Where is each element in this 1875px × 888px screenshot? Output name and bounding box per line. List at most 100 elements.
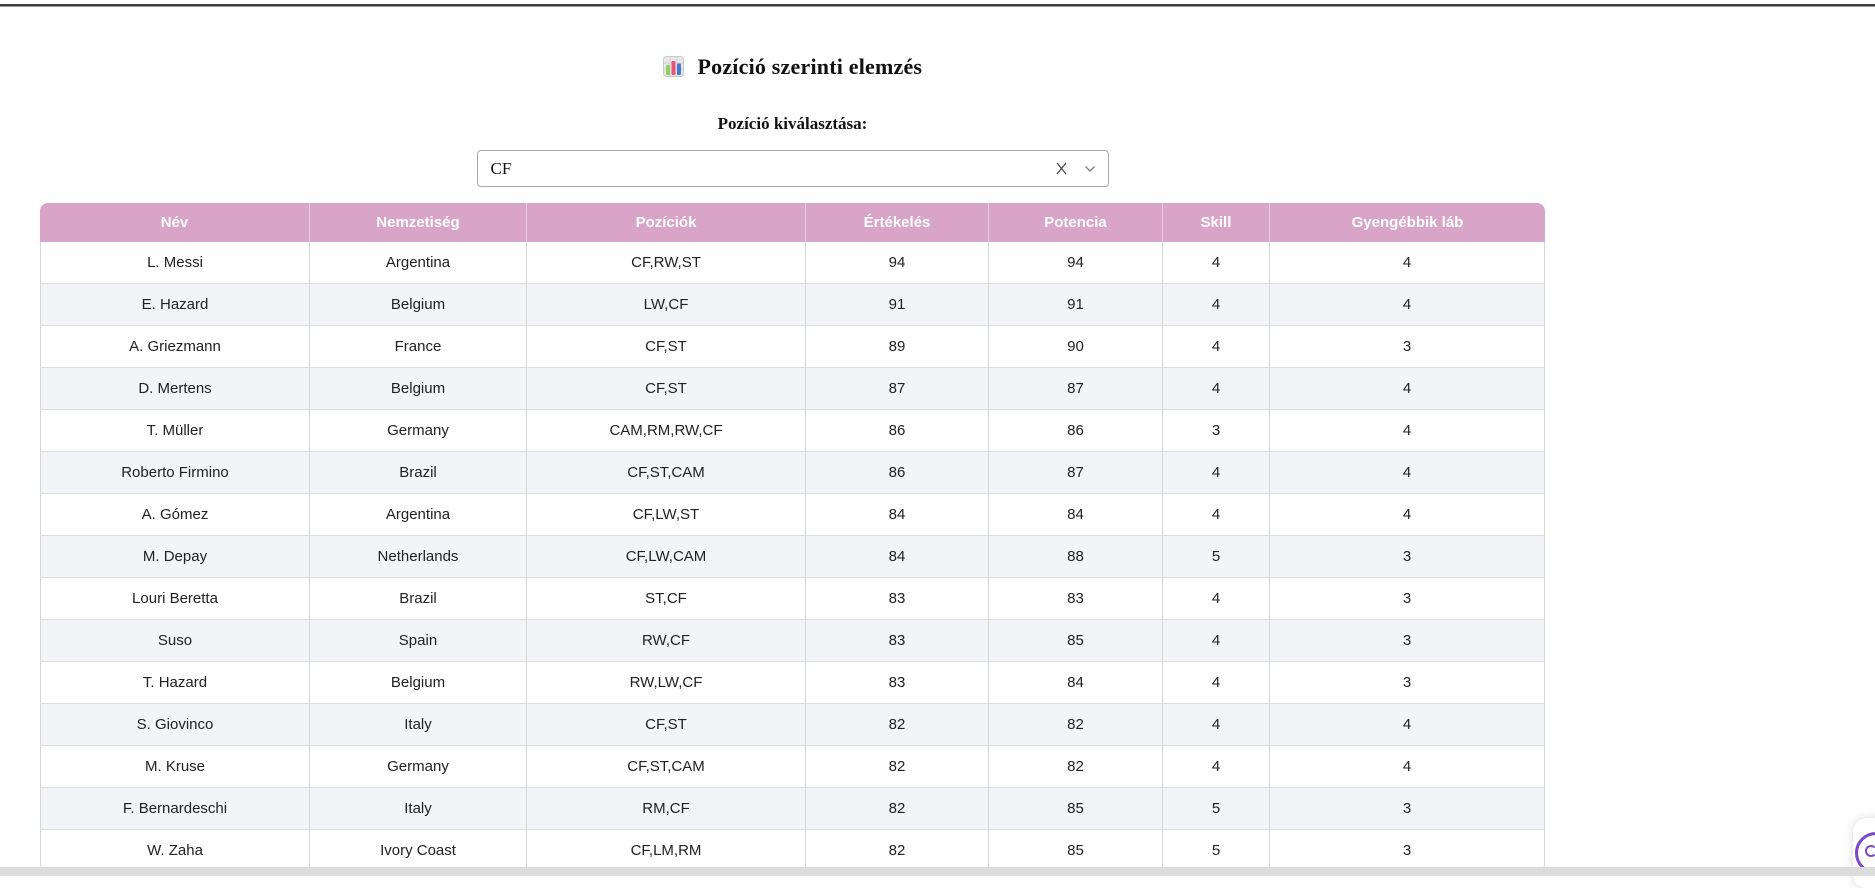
table-row: D. Mertens Belgium CF,ST 87 87 4 4 — [40, 368, 1545, 410]
table-cell: 91 — [989, 284, 1163, 326]
table-cell: 4 — [1269, 242, 1545, 284]
table-cell: 86 — [806, 410, 990, 452]
table-row: T. Hazard Belgium RW,LW,CF 83 84 4 3 — [40, 662, 1545, 704]
table-cell: A. Griezmann — [40, 326, 310, 368]
table-cell: Louri Beretta — [40, 578, 310, 620]
table-cell: 83 — [806, 662, 990, 704]
table-cell: S. Giovinco — [40, 704, 310, 746]
column-header-3: Értékelés — [806, 203, 990, 242]
table-row: Suso Spain RW,CF 83 85 4 3 — [40, 620, 1545, 662]
table-row: L. Messi Argentina CF,RW,ST 94 94 4 4 — [40, 242, 1545, 284]
table-cell: 3 — [1269, 620, 1545, 662]
table-cell: CF,LW,ST — [527, 494, 807, 536]
table-cell: Roberto Firmino — [40, 452, 310, 494]
table-cell: 4 — [1269, 284, 1545, 326]
table-cell: Belgium — [309, 368, 527, 410]
column-header-6: Gyengébbik láb — [1269, 203, 1545, 242]
chevron-down-icon[interactable] — [1084, 165, 1096, 173]
table-cell: 4 — [1269, 494, 1545, 536]
column-header-5: Skill — [1162, 203, 1270, 242]
table-cell: CF,ST,CAM — [527, 452, 807, 494]
bar-chart-icon — [662, 56, 684, 83]
table-cell: W. Zaha — [40, 830, 310, 872]
table-cell: E. Hazard — [40, 284, 310, 326]
table-cell: 82 — [989, 746, 1163, 788]
table-cell: Belgium — [309, 284, 527, 326]
table-cell: Brazil — [309, 578, 527, 620]
table-cell: Brazil — [309, 452, 527, 494]
table-cell: Netherlands — [309, 536, 527, 578]
table-cell: CF,ST — [527, 326, 807, 368]
table-cell: 4 — [1162, 494, 1270, 536]
table-cell: 88 — [989, 536, 1163, 578]
table-cell: 4 — [1162, 326, 1270, 368]
table-cell: Germany — [309, 746, 527, 788]
table-cell: Argentina — [309, 494, 527, 536]
table-cell: 4 — [1162, 662, 1270, 704]
table-cell: 5 — [1162, 788, 1270, 830]
table-cell: 4 — [1162, 242, 1270, 284]
table-row: Roberto Firmino Brazil CF,ST,CAM 86 87 4 4 — [40, 452, 1545, 494]
table-cell: LW,CF — [527, 284, 807, 326]
table-cell: CF,ST — [527, 704, 807, 746]
table-cell: 3 — [1269, 788, 1545, 830]
table-cell: 87 — [989, 368, 1163, 410]
table-cell: L. Messi — [40, 242, 310, 284]
table-cell: M. Depay — [40, 536, 310, 578]
table-cell: 4 — [1269, 452, 1545, 494]
page-title: Pozíció szerinti elemzés — [40, 54, 1545, 83]
horizontal-scrollbar[interactable] — [0, 867, 1875, 876]
table-cell: 94 — [989, 242, 1163, 284]
table-cell: 4 — [1269, 746, 1545, 788]
position-dropdown[interactable]: CF — [476, 150, 1109, 187]
top-border-line — [0, 4, 1875, 7]
table-cell: 3 — [1269, 830, 1545, 872]
table-cell: 87 — [806, 368, 990, 410]
table-cell: RW,CF — [527, 620, 807, 662]
table-cell: CAM,RM,RW,CF — [527, 410, 807, 452]
table-header-row: Név Nemzetiség Pozíciók Értékelés Potencia Sk… — [40, 203, 1545, 242]
table-cell: 83 — [806, 620, 990, 662]
table-cell: T. Müller — [40, 410, 310, 452]
table-cell: Italy — [309, 788, 527, 830]
table-cell: CF,ST — [527, 368, 807, 410]
table-cell: 4 — [1269, 410, 1545, 452]
table-cell: 82 — [806, 746, 990, 788]
table-cell: 84 — [989, 494, 1163, 536]
table-cell: RW,LW,CF — [527, 662, 807, 704]
table-cell: 4 — [1162, 620, 1270, 662]
table-cell: Italy — [309, 704, 527, 746]
table-row: W. Zaha Ivory Coast CF,LM,RM 82 85 5 3 — [40, 830, 1545, 872]
column-header-2: Pozíciók — [527, 203, 807, 242]
column-header-0: Név — [40, 203, 310, 242]
table-cell: 89 — [806, 326, 990, 368]
table-row: M. Kruse Germany CF,ST,CAM 82 82 4 4 — [40, 746, 1545, 788]
table-cell: 4 — [1162, 746, 1270, 788]
table-cell: 5 — [1162, 830, 1270, 872]
position-select-label: Pozíció kiválasztása: — [717, 114, 868, 133]
table-cell: Belgium — [309, 662, 527, 704]
table-cell: 3 — [1269, 326, 1545, 368]
table-cell: M. Kruse — [40, 746, 310, 788]
table-cell: CF,ST,CAM — [527, 746, 807, 788]
table-cell: Suso — [40, 620, 310, 662]
table-cell: 5 — [1162, 536, 1270, 578]
table-row: M. Depay Netherlands CF,LW,CAM 84 88 5 3 — [40, 536, 1545, 578]
table-cell: 85 — [989, 788, 1163, 830]
table-cell: T. Hazard — [40, 662, 310, 704]
table-cell: 3 — [1162, 410, 1270, 452]
table-row: S. Giovinco Italy CF,ST 82 82 4 4 — [40, 704, 1545, 746]
column-header-1: Nemzetiség — [309, 203, 527, 242]
table-header: Név Nemzetiség Pozíciók Értékelés Potencia Sk… — [40, 203, 1545, 242]
table-cell: D. Mertens — [40, 368, 310, 410]
table-cell: France — [309, 326, 527, 368]
table-cell: 4 — [1269, 368, 1545, 410]
table-row: T. Müller Germany CAM,RM,RW,CF 86 86 3 4 — [40, 410, 1545, 452]
table-cell: 3 — [1269, 662, 1545, 704]
table-cell: 3 — [1269, 578, 1545, 620]
table-row: A. Griezmann France CF,ST 89 90 4 3 — [40, 326, 1545, 368]
clear-icon[interactable] — [1053, 160, 1070, 177]
page-title-text: Pozíció szerinti elemzés — [697, 54, 923, 79]
table-cell: 4 — [1162, 284, 1270, 326]
table-cell: 94 — [806, 242, 990, 284]
